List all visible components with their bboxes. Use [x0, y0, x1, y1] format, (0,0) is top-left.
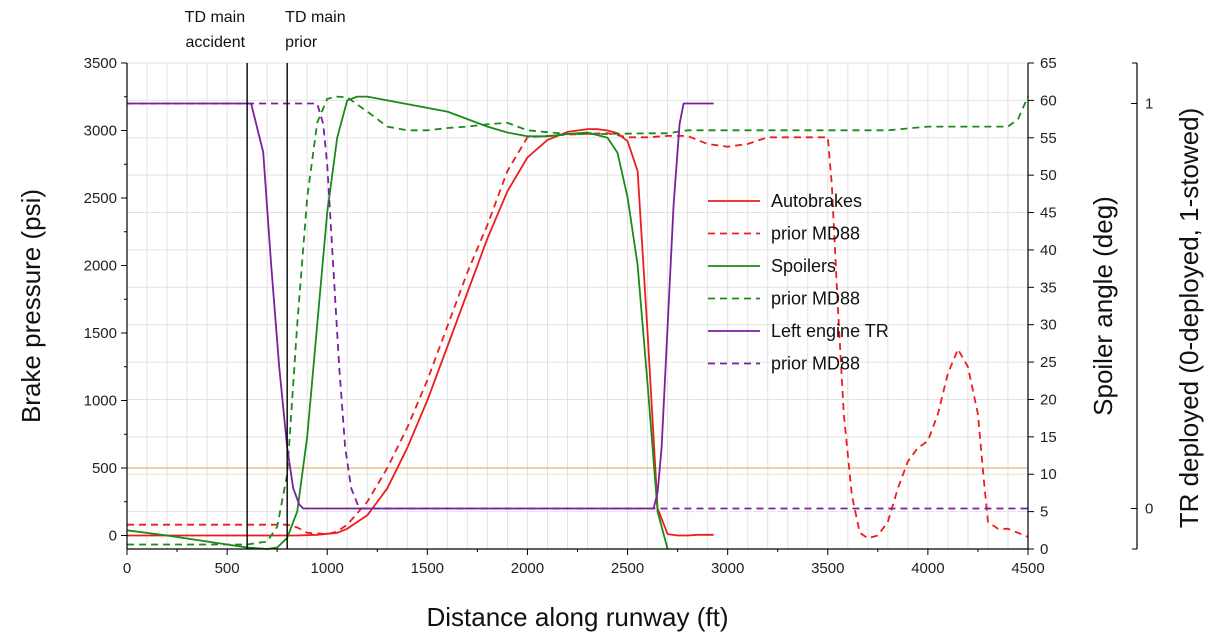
y-far-right-axis-title: TR deployed (0-deployed, 1-stowed) — [1174, 108, 1204, 529]
legend-label-3: prior MD88 — [771, 289, 860, 309]
series-group — [126, 95, 1029, 550]
y-right-tick-label: 35 — [1040, 279, 1057, 296]
series-line-3 — [127, 95, 1029, 546]
y-left-tick-label: 1500 — [84, 325, 117, 342]
series-line-1 — [127, 132, 1029, 540]
y-right-tick-label: 60 — [1040, 92, 1057, 109]
y-left-tick-label: 500 — [92, 460, 117, 477]
legend-label-4: Left engine TR — [771, 321, 889, 341]
y-right-tick-label: 5 — [1040, 504, 1048, 521]
touchdown-label: TD main — [185, 9, 245, 26]
series-line-0 — [127, 128, 714, 537]
y-left-tick-label: 0 — [109, 528, 117, 545]
x-tick-label: 2000 — [511, 560, 544, 577]
y-right-tick-label: 25 — [1040, 354, 1057, 371]
series-line-2 — [126, 95, 669, 550]
y-right-axis-title: Spoiler angle (deg) — [1088, 196, 1118, 416]
y-left-tick-label: 1000 — [84, 393, 117, 410]
touchdown-label: prior — [285, 34, 318, 51]
x-tick-label: 1000 — [311, 560, 344, 577]
y-left-tick-label: 3500 — [84, 55, 117, 72]
y-right-tick-label: 0 — [1040, 541, 1048, 558]
y-left-tick-label: 3000 — [84, 123, 117, 140]
touchdown-label: TD main — [285, 9, 345, 26]
x-tick-label: 2500 — [611, 560, 644, 577]
annotations: TD main accident TD main prior — [185, 9, 346, 549]
y-right-tick-label: 40 — [1040, 242, 1057, 259]
x-axis-title: Distance along runway (ft) — [426, 602, 728, 632]
touchdown-label: accident — [186, 34, 246, 51]
y-right-tick-label: 50 — [1040, 167, 1057, 184]
x-tick-label: 4000 — [911, 560, 944, 577]
grid — [126, 62, 1029, 550]
x-tick-label: 1500 — [411, 560, 444, 577]
x-tick-label: 0 — [123, 560, 131, 577]
far-right-tick-label: 1 — [1145, 96, 1153, 113]
y-right-tick-label: 10 — [1040, 466, 1057, 483]
legend: Autobrakes prior MD88 Spoilers prior MD88 Le… — [708, 191, 889, 374]
legend-label-1: prior MD88 — [771, 224, 860, 244]
x-tick-label: 4500 — [1011, 560, 1044, 577]
y-right-tick-label: 20 — [1040, 391, 1057, 408]
y-right-tick-label: 15 — [1040, 429, 1057, 446]
x-tick-label: 3000 — [711, 560, 744, 577]
y-left-tick-label: 2000 — [84, 258, 117, 275]
y-right-tick-label: 55 — [1040, 130, 1057, 147]
legend-label-2: Spoilers — [771, 256, 836, 276]
y-left-tick-label: 2500 — [84, 190, 117, 207]
y-right-tick-label: 45 — [1040, 205, 1057, 222]
y-right-tick-label: 65 — [1040, 55, 1057, 72]
series-line-4 — [127, 102, 714, 510]
y-right-tick-label: 30 — [1040, 317, 1057, 334]
series-line-5 — [127, 102, 1028, 510]
far-right-tick-label: 0 — [1145, 501, 1153, 518]
x-tick-label: 500 — [215, 560, 240, 577]
legend-label-0: Autobrakes — [771, 191, 862, 211]
y-left-axis-title: Brake pressure (psi) — [16, 189, 46, 423]
x-tick-label: 3500 — [811, 560, 844, 577]
axes: 0 500 1000 1500 2000 2500 3000 3500 4000 45000500… — [16, 55, 1204, 632]
legend-label-5: prior MD88 — [771, 354, 860, 374]
